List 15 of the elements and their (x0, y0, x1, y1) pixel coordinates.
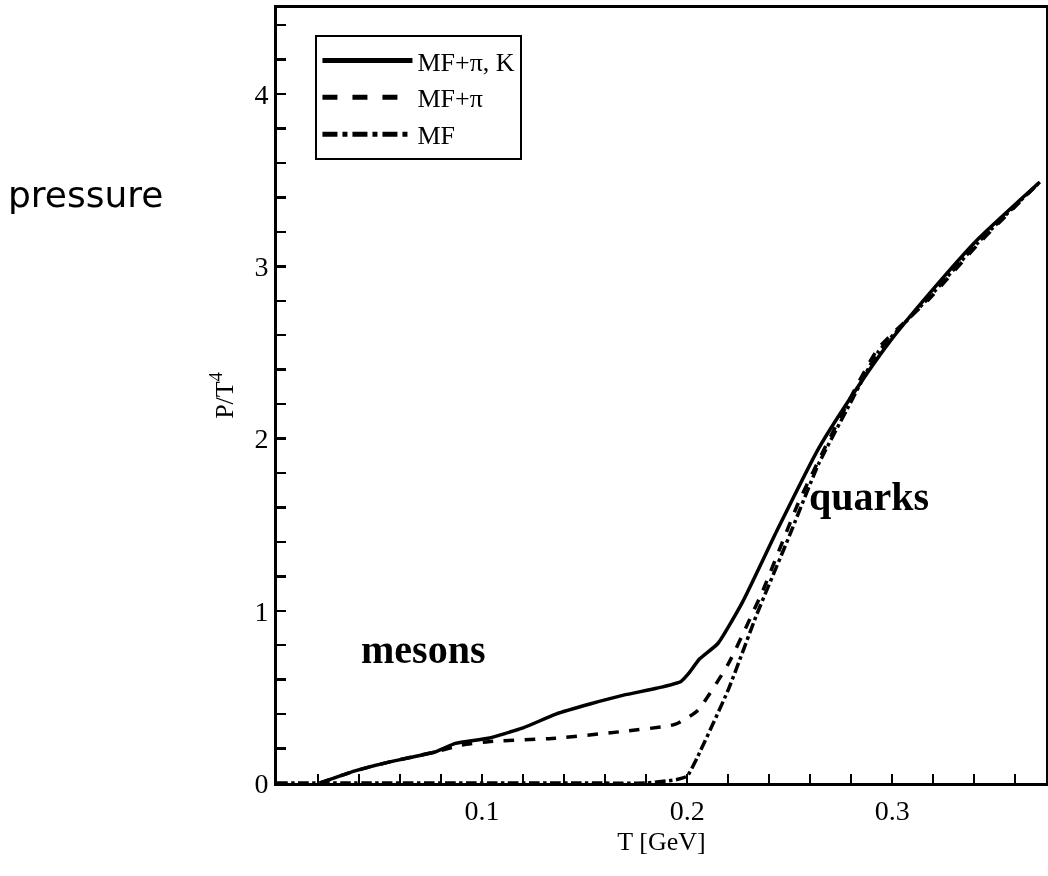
legend-label: MF+π, K (417, 47, 515, 77)
x-tick-label: 0.1 (464, 794, 500, 826)
legend-label: MF (417, 121, 456, 151)
x-tick-label: 0.3 (874, 794, 910, 826)
x-tick-label: 0.2 (669, 794, 705, 826)
y-tick-label: 0 (254, 767, 269, 799)
x-axis-title: T [GeV] (617, 827, 706, 857)
y-tick-label: 2 (254, 423, 269, 455)
annotation: quarks (809, 474, 930, 519)
annotation: mesons (361, 627, 486, 672)
legend-label: MF+π (417, 84, 483, 114)
y-tick-label: 3 (254, 251, 269, 283)
text: pressure (8, 174, 164, 215)
y-tick-label: 4 (254, 78, 269, 110)
y-tick-label: 1 (254, 595, 269, 627)
